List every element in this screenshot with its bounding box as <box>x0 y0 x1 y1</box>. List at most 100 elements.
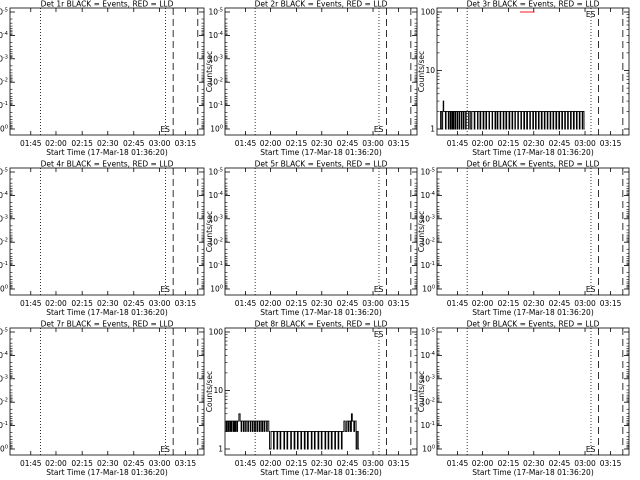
x-axis-label: Start Time (17-Mar-18 01:36:20) <box>472 148 594 157</box>
y-tick-label: 10-1 <box>208 261 223 270</box>
x-tick-label: 01:45 <box>20 459 42 468</box>
y-axis-label: Counts/sec <box>417 211 426 252</box>
y-axis-label: Counts/sec <box>205 51 214 92</box>
chart-title: Det 2r BLACK = Events, RED = LLD <box>255 0 388 9</box>
series-line <box>225 413 360 450</box>
y-tick-label: 10-1 <box>208 101 223 110</box>
x-tick-label: 02:15 <box>286 459 308 468</box>
y-tick-label: 10-5 <box>420 168 435 177</box>
chart-title: Det 8r BLACK = Events, RED = LLD <box>255 320 388 329</box>
x-tick-label: 03:00 <box>362 299 384 308</box>
x-tick-label: 02:45 <box>337 459 359 468</box>
chart-title: Det 5r BLACK = Events, RED = LLD <box>255 160 388 169</box>
y-tick-label: 10-2 <box>0 398 8 407</box>
x-tick-label: 02:00 <box>472 459 494 468</box>
y-axis-label: Counts/sec <box>417 371 426 412</box>
chart-panel: Det 9r BLACK = Events, RED = LLD Start Ti… <box>417 320 630 477</box>
y-tick-label: 100 <box>422 445 435 454</box>
x-tick-label: 03:15 <box>175 459 197 468</box>
y-tick-label: 10-5 <box>0 328 8 337</box>
x-tick-label: 01:45 <box>235 299 257 308</box>
es-annotation: ES <box>586 445 596 454</box>
x-tick-label: 03:00 <box>574 299 596 308</box>
chart-title: Det 1r BLACK = Events, RED = LLD <box>41 0 174 9</box>
es-annotation: ES <box>586 285 596 294</box>
x-axis-label: Start Time (17-Mar-18 01:36:20) <box>260 468 382 477</box>
x-tick-label: 02:45 <box>123 139 145 148</box>
es-annotation: ES <box>586 10 596 19</box>
x-axis-label: Start Time (17-Mar-18 01:36:20) <box>260 148 382 157</box>
x-tick-label: 03:00 <box>149 139 171 148</box>
plot-frame <box>9 7 205 136</box>
y-tick-label: 100 <box>0 285 8 294</box>
x-tick-label: 02:00 <box>260 299 282 308</box>
x-tick-label: 02:15 <box>71 299 93 308</box>
x-tick-label: 02:45 <box>123 299 145 308</box>
y-tick-label: 10-3 <box>420 374 435 383</box>
es-annotation: ES <box>374 330 384 339</box>
x-tick-label: 02:45 <box>549 139 571 148</box>
y-tick-label: 10-2 <box>0 238 8 247</box>
x-tick-label: 03:00 <box>574 459 596 468</box>
x-tick-label: 03:15 <box>600 459 622 468</box>
y-tick-label: 10-5 <box>208 168 223 177</box>
plot-frame <box>436 7 630 136</box>
y-tick-label: 10-2 <box>420 238 435 247</box>
chart-title: Det 3r BLACK = Events, RED = LLD <box>467 0 600 9</box>
es-annotation: ES <box>374 125 384 134</box>
x-tick-label: 02:30 <box>311 299 333 308</box>
x-axis-label: Start Time (17-Mar-18 01:36:20) <box>46 148 168 157</box>
x-tick-label: 02:30 <box>97 139 119 148</box>
x-tick-label: 02:30 <box>97 299 119 308</box>
chart-panel: Det 7r BLACK = Events, RED = LLD Start Ti… <box>0 320 205 477</box>
y-tick-label: 10 <box>425 66 435 75</box>
es-annotation: ES <box>160 285 170 294</box>
y-axis-label: Counts/sec <box>205 211 214 252</box>
x-tick-label: 02:00 <box>472 299 494 308</box>
x-tick-label: 03:15 <box>388 299 410 308</box>
x-tick-label: 02:30 <box>311 139 333 148</box>
x-tick-label: 02:00 <box>45 459 67 468</box>
y-tick-label: 10-3 <box>208 214 223 223</box>
x-tick-label: 02:45 <box>337 299 359 308</box>
x-tick-label: 02:45 <box>549 459 571 468</box>
chart-title: Det 7r BLACK = Events, RED = LLD <box>41 320 174 329</box>
chart-panel: Det 4r BLACK = Events, RED = LLD Start Ti… <box>0 160 205 317</box>
series-line <box>440 100 585 130</box>
y-tick-label: 10-2 <box>208 238 223 247</box>
x-tick-label: 01:45 <box>20 299 42 308</box>
x-tick-label: 03:15 <box>388 459 410 468</box>
y-tick-label: 10-3 <box>420 214 435 223</box>
x-axis-label: Start Time (17-Mar-18 01:36:20) <box>472 308 594 317</box>
plot-frame <box>224 327 418 456</box>
y-tick-label: 10-5 <box>0 8 8 17</box>
y-tick-label: 10-5 <box>0 168 8 177</box>
y-tick-label: 10-1 <box>0 261 8 270</box>
y-tick-label: 10-5 <box>420 328 435 337</box>
y-tick-label: 10-4 <box>0 191 8 200</box>
x-tick-label: 03:00 <box>149 299 171 308</box>
x-tick-label: 02:00 <box>45 299 67 308</box>
y-tick-label: 10-4 <box>208 31 223 40</box>
y-tick-label: 10-3 <box>0 374 8 383</box>
y-tick-label: 10-4 <box>0 351 8 360</box>
y-tick-label: 10-4 <box>208 191 223 200</box>
x-tick-label: 01:45 <box>447 139 469 148</box>
x-tick-label: 02:15 <box>498 459 520 468</box>
x-tick-label: 03:15 <box>600 299 622 308</box>
es-annotation: ES <box>160 445 170 454</box>
x-tick-label: 01:45 <box>235 139 257 148</box>
x-tick-label: 02:15 <box>498 139 520 148</box>
y-tick-label: 100 <box>421 8 436 17</box>
y-tick-label: 10-2 <box>420 398 435 407</box>
plot-frame <box>224 167 418 296</box>
chart-title: Det 9r BLACK = Events, RED = LLD <box>467 320 600 329</box>
plot-frame <box>224 7 418 136</box>
y-tick-label: 100 <box>210 285 223 294</box>
x-tick-label: 03:15 <box>175 139 197 148</box>
y-tick-label: 10-1 <box>420 421 435 430</box>
chart-panel: Det 3r BLACK = Events, RED = LLD Start Ti… <box>417 0 630 157</box>
plot-frame <box>9 167 205 296</box>
x-tick-label: 02:15 <box>286 299 308 308</box>
chart-title: Det 4r BLACK = Events, RED = LLD <box>41 160 174 169</box>
